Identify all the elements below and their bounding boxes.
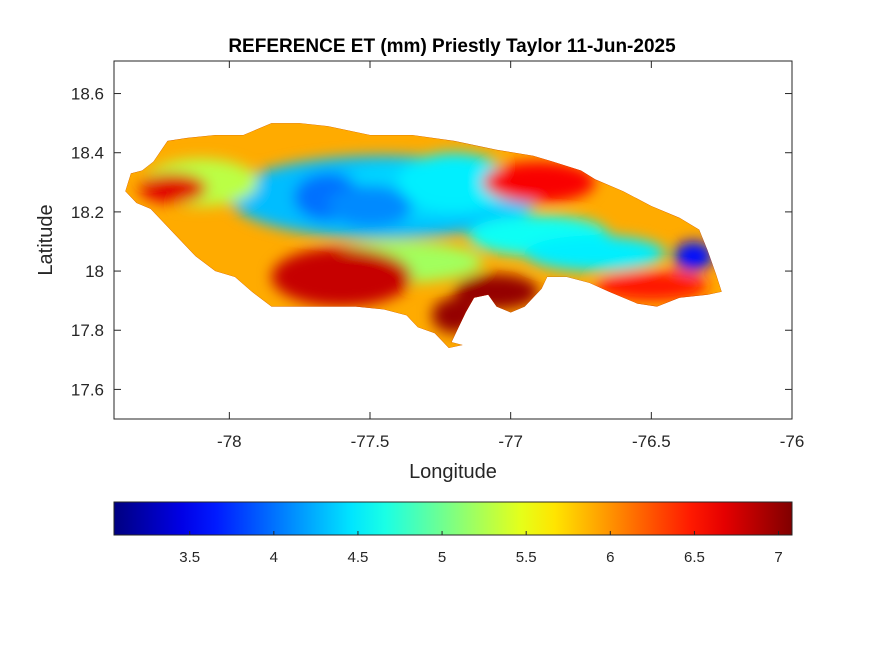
colorbar-tick-label: 5.5 [516, 549, 537, 566]
et-field-patch [482, 161, 596, 204]
colorbar-ticks: 3.5 4 4.5 5 5.5 6 6.5 7 [179, 531, 783, 566]
et-field-patch [271, 247, 413, 307]
y-tick-label: 18 [85, 262, 104, 281]
y-tick-label: 18.4 [71, 144, 104, 163]
chart-title: REFERENCE ET (mm) Priestly Taylor 11-Jun… [228, 36, 676, 57]
island-outline [125, 123, 722, 348]
et-field-patch [139, 173, 207, 204]
x-tick-label: -77 [498, 432, 523, 451]
colorbar-tick-label: 4.5 [348, 549, 369, 566]
colorbar-tick-label: 3.5 [179, 549, 200, 566]
et-field-patch [673, 241, 714, 272]
x-axis-label: Longitude [409, 461, 497, 483]
et-field-patch [327, 185, 413, 227]
axes-frame [113, 60, 793, 420]
y-axis: 17.6 17.8 18 18.2 18.4 18.6 [71, 85, 792, 399]
x-axis: -78 -77.5 -77 -76.5 -76 [217, 61, 804, 451]
x-tick-label: -77.5 [351, 432, 390, 451]
colorbar-tick-label: 7 [774, 549, 782, 566]
y-tick-label: 18.6 [71, 85, 104, 104]
y-axis-label: Latitude [35, 204, 57, 275]
colorbar-tick-label: 6.5 [684, 549, 705, 566]
et-field-patch [595, 271, 708, 301]
colorbar-tick-label: 4 [270, 549, 278, 566]
colorbar: 3.5 4 4.5 5 5.5 6 6.5 7 [113, 501, 793, 566]
x-tick-label: -76 [780, 432, 805, 451]
y-tick-label: 17.8 [71, 321, 104, 340]
et-field-patch [398, 152, 511, 212]
y-tick-label: 17.6 [71, 380, 104, 399]
colorbar-tick-label: 6 [606, 549, 614, 566]
et-field-patch [524, 235, 666, 272]
colorbar-gradient [113, 501, 793, 536]
plot-area: -78 -77.5 -77 -76.5 -76 17.6 17.8 18 18.2 18.4 18… [71, 60, 804, 451]
y-tick-label: 18.2 [71, 203, 104, 222]
x-tick-label: -78 [217, 432, 242, 451]
colorbar-tick-label: 5 [438, 549, 446, 566]
x-tick-label: -76.5 [632, 432, 671, 451]
